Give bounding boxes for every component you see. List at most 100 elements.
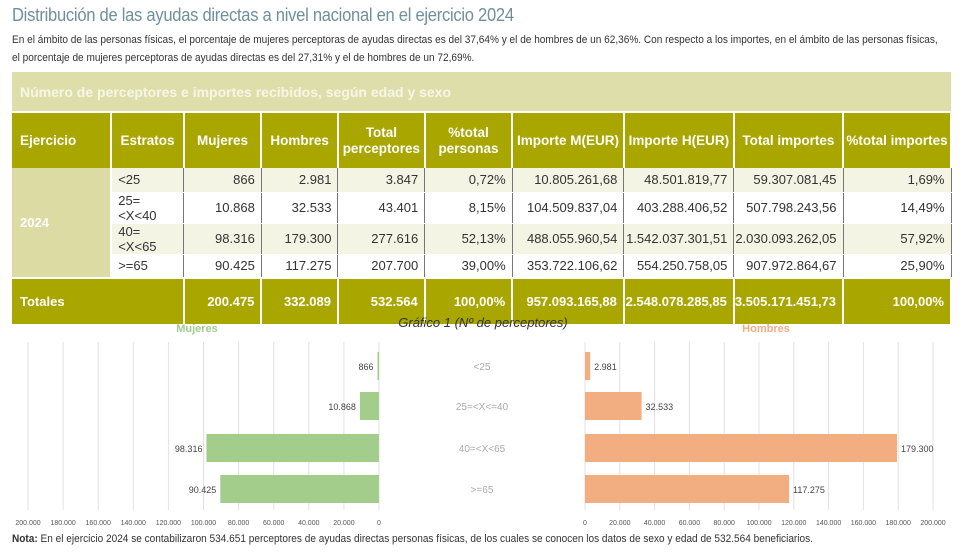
data-label-mujeres: 866 xyxy=(358,362,373,372)
table-cell: 32.533 xyxy=(261,192,339,224)
x-tick-label-right: 80.000 xyxy=(713,520,735,527)
table-caption: Número de perceptores e importes recibid… xyxy=(12,72,951,113)
column-header: %total personas xyxy=(424,112,514,168)
x-tick-label-left: 200.000 xyxy=(15,520,40,527)
table-row: 40=<X<65 98.316 179.300 277.616 52,13% 488.05… xyxy=(12,223,952,255)
table-cell: 277.616 xyxy=(337,223,426,255)
column-header: %total importes xyxy=(843,112,952,168)
legend-mujeres: Mujeres xyxy=(176,323,218,335)
table-row: 2024 <25 866 2.981 3.847 0,72% 10.805.261,68 48… xyxy=(12,168,952,279)
x-tick-label-left: 60.000 xyxy=(263,520,285,527)
table-cell: 866 xyxy=(183,168,262,193)
bar-hombres xyxy=(585,475,790,503)
x-tick-label-left: 100.000 xyxy=(191,520,216,527)
table-cell: <25 xyxy=(111,168,185,193)
table-cell: 3.847 xyxy=(337,168,426,193)
x-tick-label-right: 60.000 xyxy=(679,520,701,527)
column-header: Ejercicio xyxy=(12,112,113,168)
totals-cell: 3.505.171.451,73 xyxy=(733,277,845,324)
table-cell: 25,90% xyxy=(843,254,952,279)
note-text: En el ejercicio 2024 se contabilizaron 5… xyxy=(37,533,813,545)
x-tick-label-left: 20.000 xyxy=(333,520,355,527)
x-tick-label-right: 20.000 xyxy=(609,520,631,527)
table-cell: 57,92% xyxy=(843,223,952,255)
year-cell: 2024 xyxy=(12,168,113,279)
bar-hombres xyxy=(585,352,591,380)
table-cell: 907.972.864,67 xyxy=(733,254,844,279)
table-cell: 117.275 xyxy=(261,254,339,279)
x-tick-label-left: 160.000 xyxy=(86,520,111,527)
x-tick-label-left: 80.000 xyxy=(228,520,250,527)
totals-cell: Totales xyxy=(12,277,185,324)
table-cell: 59.307.081,45 xyxy=(733,168,844,193)
x-tick-label-right: 200.000 xyxy=(920,520,945,527)
bar-mujeres xyxy=(359,392,379,420)
column-header: Hombres xyxy=(261,112,339,168)
chart: Gráfico 1 (Nº de perceptores) Mujeres Homb… xyxy=(15,315,945,527)
table-row: >=65 90.425 117.275 207.700 39,00% 353.722.10… xyxy=(12,254,952,279)
table-cell: 353.722.106,62 xyxy=(512,254,625,279)
column-header: Estratos xyxy=(111,112,185,168)
table-cell: 179.300 xyxy=(261,223,339,255)
intro-text: En el ámbito de las personas físicas, el… xyxy=(12,34,938,64)
data-label-hombres: 117.275 xyxy=(793,485,825,495)
table-cell: 1,69% xyxy=(843,168,952,193)
category-label: >=65 xyxy=(471,485,494,496)
table-cell: 10.805.261,68 xyxy=(512,168,625,193)
table-cell: 52,13% xyxy=(424,223,513,255)
column-header: Importe M(EUR) xyxy=(512,112,625,168)
chart-title: Gráfico 1 (Nº de perceptores) xyxy=(398,315,567,330)
data-label-mujeres: 90.425 xyxy=(189,485,217,495)
x-tick-label-right: 140.000 xyxy=(816,520,841,527)
legend-hombres: Hombres xyxy=(742,323,790,335)
category-label: 40=<X<65 xyxy=(459,444,506,455)
category-label: 25=<X<=40 xyxy=(456,402,509,413)
x-tick-label-right: 100.000 xyxy=(746,520,771,527)
table-cell: >=65 xyxy=(111,254,185,279)
table-cell: 2.981 xyxy=(261,168,339,193)
bar-hombres xyxy=(585,434,897,462)
x-tick-label-left: 0 xyxy=(377,520,381,527)
column-header: Mujeres xyxy=(183,112,263,168)
x-tick-label-left: 140.000 xyxy=(121,520,146,527)
table-cell: 98.316 xyxy=(183,223,262,255)
table-cell: 507.798.243,56 xyxy=(733,192,844,224)
x-tick-label-right: 120.000 xyxy=(781,520,806,527)
totals-cell: 2.548.078.285,85 xyxy=(623,277,735,324)
table-cell: 403.288.406,52 xyxy=(623,192,735,224)
table-cell: 39,00% xyxy=(424,254,513,279)
x-tick-label-left: 180.000 xyxy=(50,520,75,527)
data-label-mujeres: 10.868 xyxy=(328,402,356,412)
page-title: Distribución de las ayudas directas a ni… xyxy=(12,5,514,25)
x-tick-label-left: 40.000 xyxy=(298,520,320,527)
x-tick-label-right: 160.000 xyxy=(851,520,876,527)
table-cell: 207.700 xyxy=(337,254,426,279)
x-tick-label-right: 180.000 xyxy=(886,520,911,527)
x-tick-label-right: 0 xyxy=(583,520,587,527)
column-header: Total perceptores xyxy=(337,112,426,168)
totals-cell: 957.093.165,88 xyxy=(512,277,625,324)
table-cell: 0,72% xyxy=(424,168,513,193)
table-row: 25=<X<40 10.868 32.533 43.401 8,15% 104.509.8… xyxy=(12,192,952,224)
bar-mujeres xyxy=(377,352,379,380)
table-cell: 104.509.837,04 xyxy=(512,192,625,224)
totals-cell: 200.475 xyxy=(183,277,263,324)
totals-cell: 332.089 xyxy=(261,277,339,324)
totals-cell: 100,00% xyxy=(424,277,514,324)
column-header: Importe H(EUR) xyxy=(623,112,735,168)
data-label-mujeres: 98.316 xyxy=(175,444,203,454)
table-header: Ejercicio Estratos Mujeres Hombres Total per… xyxy=(12,112,952,168)
table-cell: 10.868 xyxy=(183,192,262,224)
note-label: Nota: xyxy=(12,533,38,545)
note: Nota: En el ejercicio 2024 se contabiliz… xyxy=(12,533,813,545)
table-cell: 48.501.819,77 xyxy=(623,168,735,193)
table-cell: 1.542.037.301,51 xyxy=(623,223,735,255)
data-table: Número de perceptores e importes recibid… xyxy=(12,72,952,324)
table-cell: 14,49% xyxy=(843,192,952,224)
totals-cell: 532.564 xyxy=(337,277,426,324)
table-cell: 488.055.960,54 xyxy=(512,223,625,255)
data-label-hombres: 179.300 xyxy=(901,444,934,454)
table-cell: 2.030.093.262,05 xyxy=(733,223,844,255)
x-tick-label-right: 40.000 xyxy=(644,520,666,527)
totals-cell: 100,00% xyxy=(843,277,952,324)
